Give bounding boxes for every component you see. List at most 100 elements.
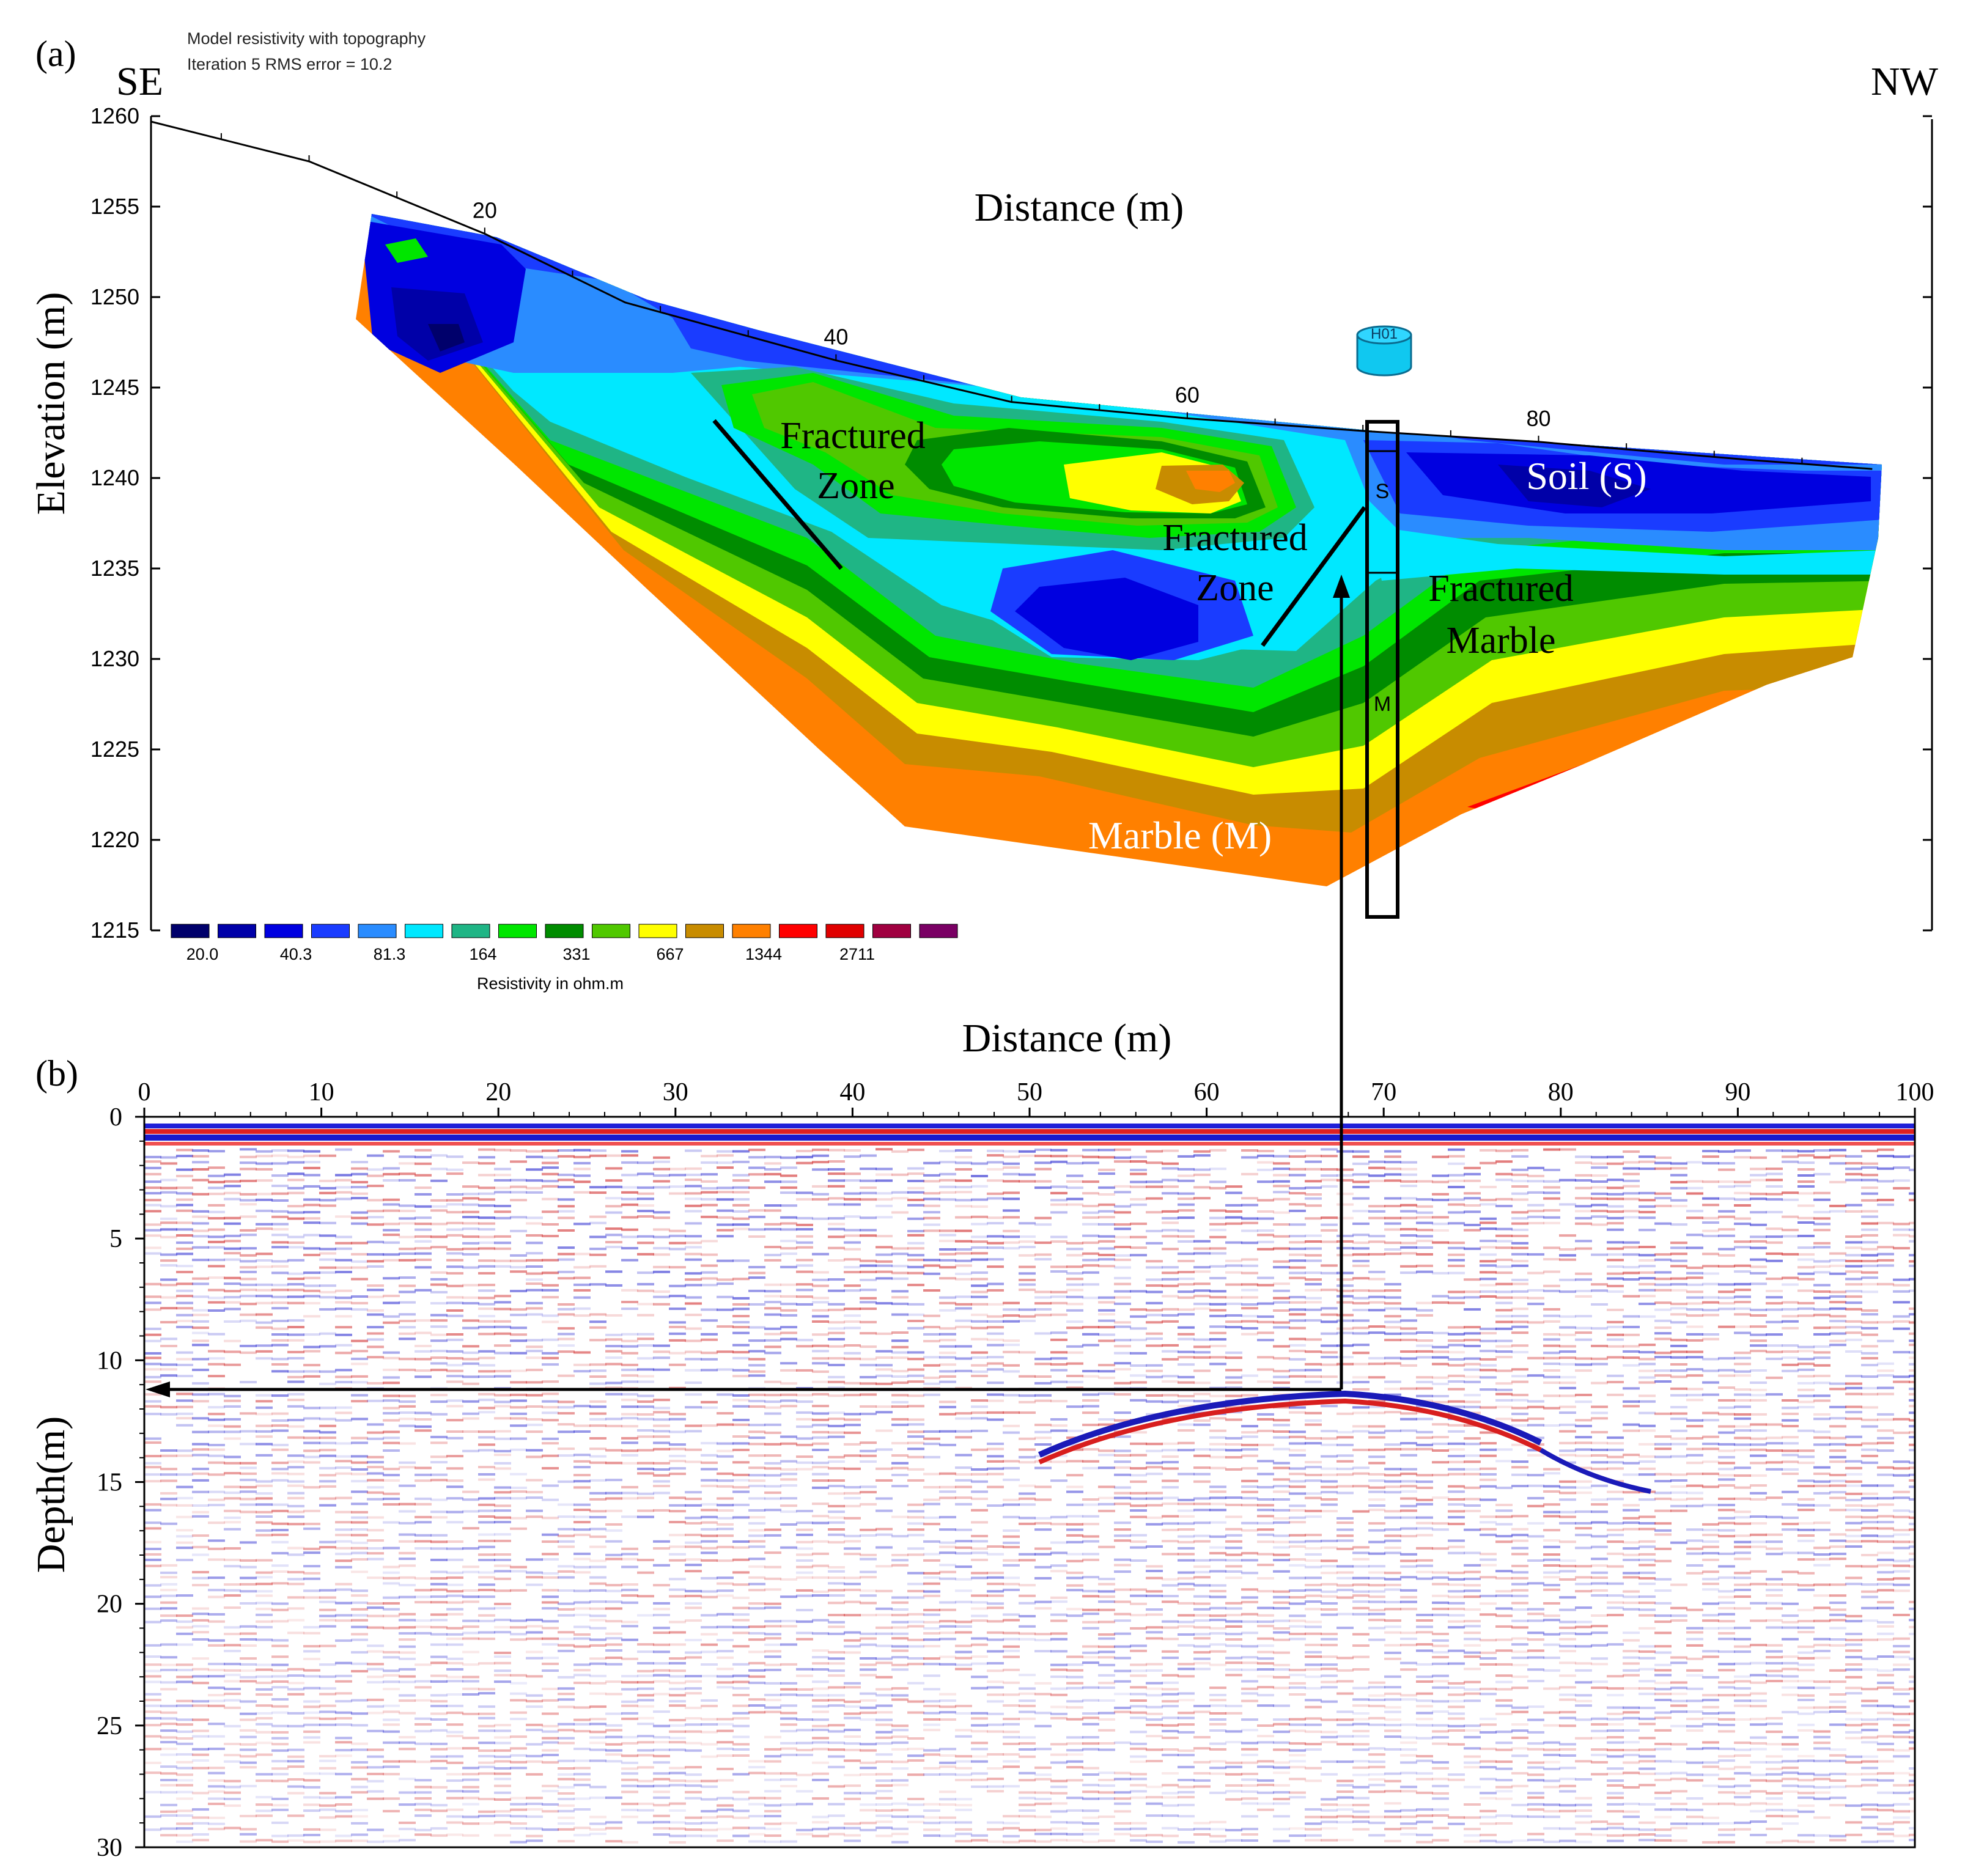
gpr-reflection xyxy=(287,1436,304,1439)
gpr-reflection xyxy=(415,1258,432,1261)
gpr-reflection xyxy=(1591,1253,1608,1256)
gpr-reflection xyxy=(1909,1443,1915,1446)
gpr-reflection xyxy=(1225,1210,1242,1213)
gpr-reflection xyxy=(780,1191,797,1194)
gpr-reflection xyxy=(1877,1527,1894,1530)
gpr-reflection xyxy=(351,1534,368,1537)
gpr-reflection xyxy=(939,1528,956,1531)
gpr-reflection xyxy=(1718,1180,1735,1183)
gpr-reflection xyxy=(430,1534,448,1537)
gpr-reflection xyxy=(335,1460,352,1463)
gpr-reflection xyxy=(812,1466,829,1469)
gpr-reflection xyxy=(653,1356,670,1359)
gpr-reflection xyxy=(748,1173,765,1176)
gpr-reflection xyxy=(923,1356,940,1359)
gpr-reflection xyxy=(939,1266,956,1269)
gpr-reflection xyxy=(415,1216,432,1219)
gpr-reflection xyxy=(637,1215,654,1218)
gpr-reflection xyxy=(1178,1283,1195,1286)
gpr-reflection xyxy=(462,1197,479,1200)
gpr-reflection xyxy=(732,1217,750,1220)
gpr-reflection xyxy=(303,1375,320,1378)
gpr-reflection xyxy=(192,1282,209,1286)
gpr-reflection xyxy=(287,1259,304,1262)
gpr-reflection xyxy=(1257,1248,1274,1251)
gpr-reflection xyxy=(1734,1301,1751,1304)
gpr-reflection xyxy=(462,1216,479,1219)
gpr-reflection xyxy=(891,1400,909,1403)
gpr-reflection xyxy=(1607,1216,1624,1219)
gpr-reflection xyxy=(796,1411,813,1414)
gpr-reflection xyxy=(1352,1155,1370,1158)
gpr-reflection xyxy=(1114,1302,1131,1305)
gpr-reflection xyxy=(780,1156,797,1159)
gpr-reflection xyxy=(1114,1503,1131,1506)
gpr-reflection xyxy=(1750,1394,1767,1397)
gpr-reflection xyxy=(1352,1241,1370,1245)
gpr-reflection xyxy=(717,1509,734,1512)
gpr-reflection xyxy=(1273,1447,1290,1451)
gpr-reflection xyxy=(1766,1210,1783,1213)
gpr-reflection xyxy=(1845,1529,1862,1532)
gpr-reflection xyxy=(1432,1461,1449,1464)
panel-a-label: (a) xyxy=(35,34,76,74)
gpr-reflection xyxy=(1670,1205,1687,1208)
gpr-reflection xyxy=(1845,1179,1862,1182)
gpr-reflection xyxy=(1750,1271,1767,1275)
gpr-reflection xyxy=(1416,1380,1433,1383)
gpr-reflection xyxy=(621,1246,638,1249)
gpr-reflection xyxy=(1718,1529,1735,1532)
gpr-reflection xyxy=(351,1461,368,1464)
gpr-reflection xyxy=(1797,1375,1815,1378)
gpr-reflection xyxy=(1241,1264,1258,1267)
gpr-reflection xyxy=(1766,1185,1783,1188)
gpr-reflection xyxy=(1384,1551,1401,1554)
gpr-reflection xyxy=(1797,1479,1815,1482)
gpr-reflection xyxy=(1845,1480,1862,1483)
gpr-reflection xyxy=(1352,1185,1370,1188)
gpr-reflection xyxy=(558,1545,575,1548)
gpr-reflection xyxy=(701,1369,718,1372)
gpr-reflection xyxy=(542,1437,559,1440)
gpr-reflection xyxy=(1050,1295,1067,1298)
gpr-reflection xyxy=(1639,1424,1656,1427)
gpr-reflection xyxy=(1050,1357,1067,1360)
gpr-reflection xyxy=(1543,1558,1560,1561)
gpr-reflection xyxy=(192,1246,209,1249)
gpr-reflection xyxy=(748,1522,765,1525)
gpr-reflection xyxy=(1464,1308,1481,1311)
gpr-reflection xyxy=(1909,1545,1915,1548)
gpr-reflection xyxy=(812,1392,829,1396)
gpr-reflection xyxy=(1241,1504,1258,1507)
gpr-reflection xyxy=(1861,1174,1878,1177)
gpr-reflection xyxy=(1670,1509,1687,1512)
gpr-reflection xyxy=(399,1466,416,1469)
gpr-reflection xyxy=(764,1223,781,1226)
gpr-reflection xyxy=(1575,1466,1592,1470)
gpr-reflection xyxy=(732,1259,750,1262)
gpr-reflection xyxy=(335,1521,352,1524)
gpr-reflection xyxy=(1495,1246,1513,1249)
gpr-reflection xyxy=(780,1180,797,1183)
gpr-reflection xyxy=(558,1205,575,1208)
gpr-reflection xyxy=(1400,1504,1417,1507)
gpr-reflection xyxy=(971,1235,988,1238)
gpr-reflection xyxy=(589,1412,606,1415)
gpr-reflection xyxy=(319,1424,336,1427)
gpr-reflection xyxy=(1178,1308,1195,1311)
gpr-reflection xyxy=(160,1498,177,1501)
gpr-reflection xyxy=(621,1174,638,1177)
gpr-reflection xyxy=(939,1172,956,1175)
gpr-reflection xyxy=(1352,1210,1370,1213)
gpr-reflection xyxy=(860,1301,877,1304)
gpr-reflection xyxy=(1003,1191,1020,1194)
gpr-reflection xyxy=(1511,1528,1528,1531)
gpr-reflection xyxy=(732,1473,750,1476)
gpr-reflection xyxy=(415,1289,432,1292)
gpr-reflection xyxy=(1336,1331,1354,1334)
gpr-reflection xyxy=(1607,1374,1624,1377)
gpr-reflection xyxy=(844,1352,861,1355)
gpr-reflection xyxy=(1782,1407,1799,1410)
gpr-reflection xyxy=(637,1333,654,1336)
gpr-reflection xyxy=(1607,1241,1624,1244)
